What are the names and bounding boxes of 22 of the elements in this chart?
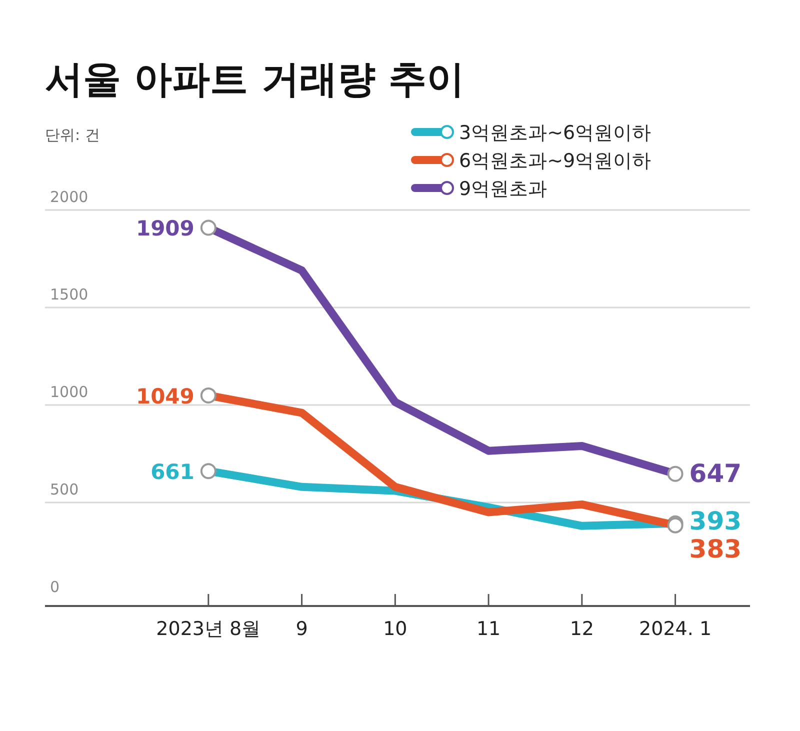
legend-label: 3억원초과~6억원이하 xyxy=(459,122,652,144)
legend-label: 6억원초과~9억원이하 xyxy=(459,150,652,172)
y-tick-label: 500 xyxy=(50,480,79,498)
y-tick-label: 1000 xyxy=(50,383,88,401)
x-tick-label: 10 xyxy=(383,618,408,640)
data-label: 1909 xyxy=(136,216,194,241)
data-label: 1049 xyxy=(136,384,194,408)
chart-title: 서울 아파트 거래량 추이 xyxy=(45,57,465,101)
text: 단위: 건 xyxy=(45,126,100,144)
y-tick-label: 1500 xyxy=(50,286,88,304)
data-label: 383 xyxy=(689,534,742,564)
x-tick-label: 2023년 8월 xyxy=(156,618,261,640)
x-tick-label: 11 xyxy=(476,618,501,640)
data-label: 393 xyxy=(689,506,742,536)
data-label: 647 xyxy=(689,458,742,488)
x-tick-label: 2024. 1 xyxy=(639,618,712,640)
y-tick-label: 0 xyxy=(50,578,60,596)
data-label: 661 xyxy=(150,460,194,484)
x-tick-label: 12 xyxy=(570,618,594,640)
legend-label: 9억원초과 xyxy=(459,178,548,200)
x-tick-label: 9 xyxy=(296,618,308,640)
y-tick-label: 2000 xyxy=(50,188,88,206)
